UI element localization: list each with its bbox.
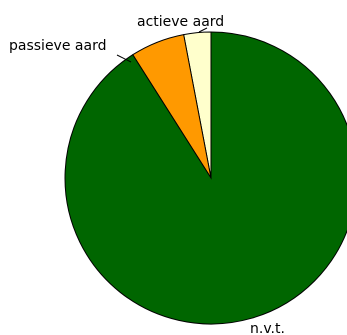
leader-line-actieve-aard [198, 27, 208, 33]
pie-slice-n-v-t [64, 31, 347, 325]
pie-slices [64, 31, 347, 325]
slice-label-actieve-aard: actieve aard [137, 14, 224, 30]
leader-line-passieve-aard [116, 54, 132, 63]
slice-label-passieve-aard: passieve aard [9, 38, 106, 54]
slice-label-nvt: n.v.t. [250, 321, 285, 335]
